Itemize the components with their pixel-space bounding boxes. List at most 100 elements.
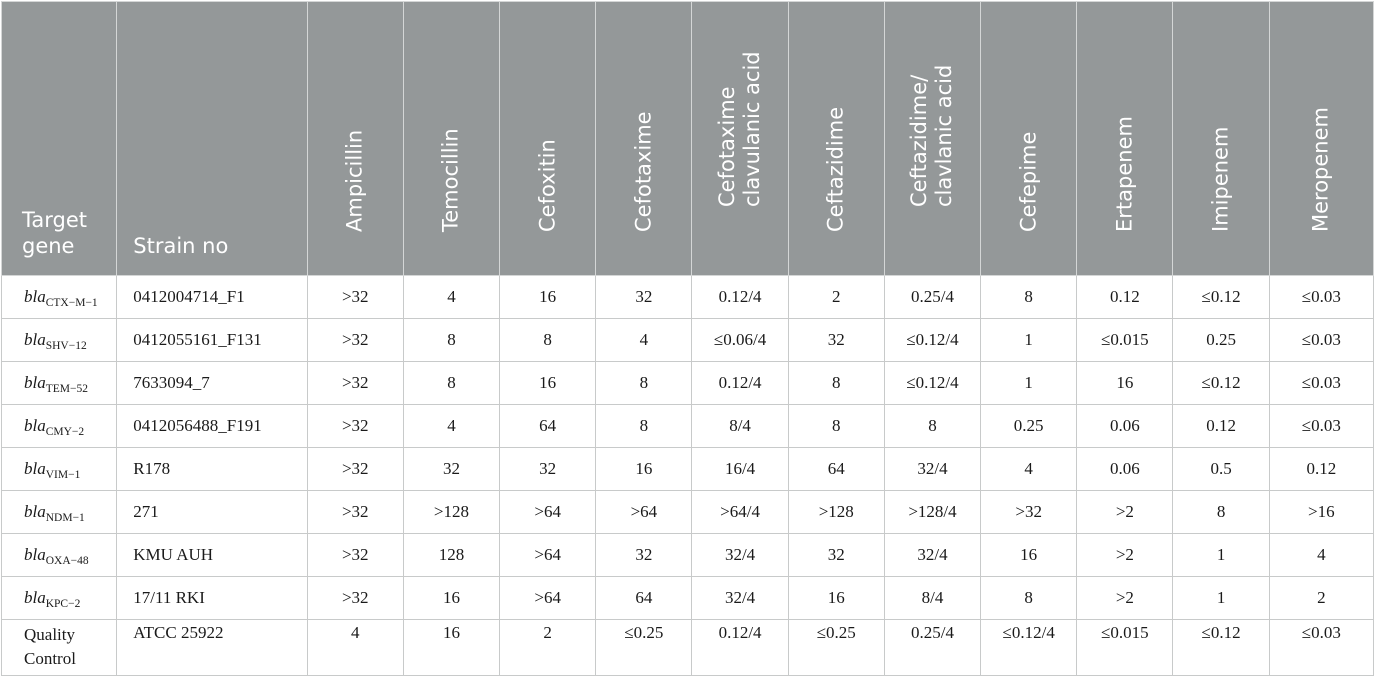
mic-value-cell: 2 <box>1268 576 1375 620</box>
target-gene-cell: blaNDM−1 <box>0 490 118 534</box>
quality-control-label: Quality Control <box>0 619 118 676</box>
strain-cell: 0412056488_F191 <box>116 404 308 448</box>
mic-value-cell: 4 <box>402 404 501 448</box>
mic-value-cell: 0.25 <box>1172 318 1270 362</box>
gene-prefix: bla <box>24 502 46 521</box>
target-gene-cell: blaTEM−52 <box>0 361 118 405</box>
mic-value-cell: 16/4 <box>691 447 789 491</box>
gene-prefix: bla <box>24 330 46 349</box>
mic-value-cell: 1 <box>1172 533 1270 577</box>
strain-cell: 7633094_7 <box>116 361 308 405</box>
table-row: blaKPC−2 17/11 RKI >32 16 >64 64 32/4 16 8/4 8 >2 1… <box>0 576 1375 620</box>
mic-value-cell: 64 <box>595 576 693 620</box>
mic-value-cell: >64 <box>595 490 693 534</box>
mic-value-cell: 16 <box>787 576 885 620</box>
strain-cell: 0412055161_F131 <box>116 318 308 362</box>
gene-subscript: NDM−1 <box>45 512 85 524</box>
mic-value-cell: >128 <box>402 490 501 534</box>
mic-value-cell: 0.25 <box>980 404 1078 448</box>
mic-value-cell: >2 <box>1076 490 1174 534</box>
gene-subscript: TEM−52 <box>45 383 88 395</box>
table-row: blaSHV−12 0412055161_F131 >32 8 8 4 ≤0.06/4 32 ≤… <box>0 318 1375 362</box>
mic-value-cell: >32 <box>306 361 404 405</box>
mic-value-cell: 16 <box>402 619 501 676</box>
header-ertapenem: Ertapenem <box>1076 1 1174 276</box>
mic-value-cell: ≤0.03 <box>1268 361 1375 405</box>
mic-value-cell: >32 <box>980 490 1078 534</box>
mic-value-cell: ≤0.03 <box>1268 275 1375 319</box>
mic-value-cell: >16 <box>1268 490 1375 534</box>
mic-value-cell: ≤0.015 <box>1076 619 1174 676</box>
mic-value-cell: 128 <box>402 533 501 577</box>
mic-value-cell: ≤0.25 <box>787 619 885 676</box>
mic-value-cell: 8 <box>980 275 1078 319</box>
table-row: blaNDM−1 271 >32 >128 >64 >64 >64/4 >128 >128/4 >… <box>0 490 1375 534</box>
mic-value-cell: 0.12/4 <box>691 361 789 405</box>
table-row: blaOXA−48 KMU AUH >32 128 >64 32 32/4 32 32/4 16 >… <box>0 533 1375 577</box>
mic-value-cell: >64 <box>499 533 597 577</box>
mic-value-cell: ≤0.12 <box>1172 275 1270 319</box>
mic-value-cell: 16 <box>595 447 693 491</box>
mic-value-cell: 0.12/4 <box>691 619 789 676</box>
mic-value-cell: 8 <box>402 318 501 362</box>
mic-value-cell: 4 <box>980 447 1078 491</box>
header-cefoxitin: Cefoxitin <box>499 1 597 276</box>
mic-value-cell: ≤0.12 <box>1172 619 1270 676</box>
gene-prefix: bla <box>24 588 46 607</box>
gene-subscript: CMY−2 <box>45 426 85 438</box>
mic-value-cell: 16 <box>1076 361 1174 405</box>
mic-value-cell: 2 <box>787 275 885 319</box>
mic-value-cell: 32/4 <box>691 576 789 620</box>
table-body: blaCTX−M−1 0412004714_F1 >32 4 16 32 0.12/4 2 0.… <box>0 275 1375 676</box>
mic-value-cell: >128/4 <box>883 490 982 534</box>
mic-value-cell: 16 <box>402 576 501 620</box>
mic-value-cell: 4 <box>595 318 693 362</box>
mic-value-cell: >2 <box>1076 533 1174 577</box>
header-target-gene: Target gene <box>0 1 118 276</box>
mic-value-cell: 64 <box>787 447 885 491</box>
mic-value-cell: ≤0.12 <box>1172 361 1270 405</box>
mic-value-cell: 32/4 <box>883 533 982 577</box>
mic-value-cell: >32 <box>306 318 404 362</box>
gene-subscript: SHV−12 <box>45 340 87 352</box>
header-ampicillin: Ampicillin <box>306 1 404 276</box>
mic-value-cell: ≤0.03 <box>1268 404 1375 448</box>
mic-value-cell: 4 <box>1268 533 1375 577</box>
mic-value-cell: ≤0.06/4 <box>691 318 789 362</box>
mic-value-cell: 0.12/4 <box>691 275 789 319</box>
mic-value-cell: ≤0.12/4 <box>883 361 982 405</box>
mic-value-cell: >32 <box>306 404 404 448</box>
mic-value-cell: 16 <box>499 275 597 319</box>
header-cefepime: Cefepime <box>980 1 1078 276</box>
header-imipenem: Imipenem <box>1172 1 1270 276</box>
target-gene-cell: blaVIM−1 <box>0 447 118 491</box>
table-row: blaCMY−2 0412056488_F191 >32 4 64 8 8/4 8 8 0.25 0… <box>0 404 1375 448</box>
mic-value-cell: ≤0.12/4 <box>980 619 1078 676</box>
strain-cell: R178 <box>116 447 308 491</box>
mic-value-cell: 64 <box>499 404 597 448</box>
mic-value-cell: 32 <box>595 533 693 577</box>
qc-label-line1: Quality <box>24 625 75 644</box>
mic-value-cell: 8/4 <box>883 576 982 620</box>
mic-value-cell: ≤0.015 <box>1076 318 1174 362</box>
mic-value-cell: >64 <box>499 576 597 620</box>
mic-value-cell: 2 <box>499 619 597 676</box>
target-gene-cell: blaCMY−2 <box>0 404 118 448</box>
strain-cell: 0412004714_F1 <box>116 275 308 319</box>
gene-prefix: bla <box>24 416 46 435</box>
header-temocillin: Temocillin <box>402 1 501 276</box>
mic-value-cell: 1 <box>980 361 1078 405</box>
mic-value-cell: 32 <box>402 447 501 491</box>
mic-value-cell: ≤0.12/4 <box>883 318 982 362</box>
mic-value-cell: 0.5 <box>1172 447 1270 491</box>
mic-value-cell: >32 <box>306 576 404 620</box>
target-gene-cell: blaSHV−12 <box>0 318 118 362</box>
table-row: blaTEM−52 7633094_7 >32 8 16 8 0.12/4 8 ≤0.12/4 1… <box>0 361 1375 405</box>
strain-cell: 271 <box>116 490 308 534</box>
mic-value-cell: 32 <box>595 275 693 319</box>
mic-value-cell: >64 <box>499 490 597 534</box>
header-cefotaxime: Cefotaxime <box>595 1 693 276</box>
strain-cell: ATCC 25922 <box>116 619 308 676</box>
mic-value-cell: ≤0.03 <box>1268 619 1375 676</box>
